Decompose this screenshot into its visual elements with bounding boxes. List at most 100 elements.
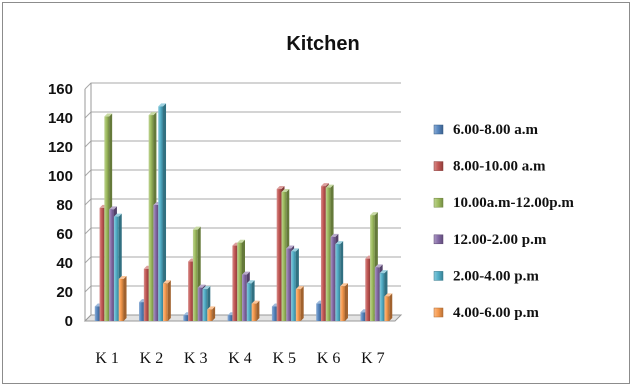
bar-front bbox=[295, 289, 301, 321]
x-tick-label: K 3 bbox=[184, 350, 208, 367]
bar-front bbox=[207, 309, 213, 321]
bar-top bbox=[242, 271, 250, 275]
bar-side bbox=[344, 283, 348, 321]
bar-top bbox=[286, 245, 295, 249]
bar-front bbox=[232, 245, 238, 321]
x-tick-label: K 2 bbox=[140, 350, 164, 367]
legend-swatch bbox=[433, 271, 444, 281]
bar-front bbox=[281, 191, 287, 321]
y-axis-ticks: 0 20 40 60 80 100 120 140 160 bbox=[48, 81, 73, 330]
bar-top bbox=[295, 286, 304, 290]
bar-top bbox=[384, 293, 393, 297]
y-tick-label: 60 bbox=[56, 226, 73, 243]
y-tick-label: 120 bbox=[48, 139, 73, 156]
gridline bbox=[84, 198, 401, 206]
gridline bbox=[84, 82, 401, 90]
bar bbox=[384, 293, 393, 321]
legend-entry: 6.00-8.00 a.m bbox=[433, 122, 538, 138]
bar-top bbox=[251, 300, 260, 304]
bar-front bbox=[286, 248, 292, 321]
bar-front bbox=[148, 115, 154, 321]
legend-entry: 12.00-2.00 p.m bbox=[433, 232, 547, 248]
bar-top bbox=[148, 112, 157, 116]
bar-top bbox=[163, 280, 171, 284]
bar-front bbox=[188, 261, 193, 321]
bar-top bbox=[207, 306, 216, 310]
y-tick-label: 20 bbox=[56, 284, 73, 301]
bar-front bbox=[360, 312, 366, 321]
bar-top bbox=[379, 270, 388, 274]
bar-front bbox=[183, 315, 189, 321]
bar-side bbox=[300, 286, 304, 321]
bar-front bbox=[104, 116, 110, 321]
x-tick-label: K 5 bbox=[273, 350, 297, 367]
legend-entry: 10.00a.m-12.00p.m bbox=[433, 195, 574, 211]
bar bbox=[118, 275, 127, 321]
bar-front bbox=[192, 229, 198, 321]
x-tick-label: K 4 bbox=[228, 350, 252, 367]
y-tick-label: 160 bbox=[48, 81, 73, 98]
bar-top bbox=[118, 275, 127, 279]
legend-label: 10.00a.m-12.00p.m bbox=[453, 195, 574, 211]
y-tick-label: 100 bbox=[48, 168, 73, 185]
bar-top bbox=[104, 113, 113, 117]
bar-top bbox=[158, 103, 167, 107]
bar-front bbox=[246, 283, 252, 321]
bar-top bbox=[281, 188, 290, 192]
bar-top bbox=[276, 186, 285, 190]
bar-front bbox=[291, 251, 296, 321]
bar-top bbox=[291, 248, 299, 252]
bar-side bbox=[212, 306, 216, 321]
legend: 6.00-8.00 a.m 8.00-10.00 a.m 10.00a.m-12.0… bbox=[433, 122, 574, 321]
legend-swatch bbox=[433, 234, 444, 245]
bar-front bbox=[158, 106, 164, 322]
bar-side bbox=[167, 280, 171, 321]
bar-front bbox=[227, 315, 233, 321]
bar bbox=[207, 306, 216, 321]
bar-top bbox=[320, 183, 329, 187]
bar-front bbox=[325, 187, 331, 321]
legend-swatch bbox=[433, 197, 444, 208]
x-tick-label: K 1 bbox=[95, 350, 119, 367]
bar-side bbox=[123, 275, 127, 321]
bar-front bbox=[316, 303, 321, 321]
bar bbox=[251, 300, 260, 321]
bar-top bbox=[335, 241, 344, 245]
gridline bbox=[84, 227, 401, 235]
bar-front bbox=[163, 283, 168, 321]
bar bbox=[163, 280, 171, 321]
legend-label: 2.00-4.00 p.m bbox=[453, 268, 539, 284]
y-tick-label: 140 bbox=[48, 110, 73, 127]
bar-front bbox=[94, 306, 100, 321]
legend-entry: 2.00-4.00 p.m bbox=[433, 268, 539, 284]
bar-front bbox=[384, 296, 390, 321]
legend-label: 4.00-6.00 p.m bbox=[453, 305, 539, 321]
bar-top bbox=[374, 264, 383, 268]
bar-top bbox=[246, 280, 255, 284]
bar-side bbox=[256, 300, 260, 321]
bar-front bbox=[197, 287, 203, 321]
bar-front bbox=[99, 207, 105, 321]
bar-front bbox=[370, 215, 375, 321]
bar-front bbox=[365, 258, 371, 321]
bar-front bbox=[242, 274, 247, 321]
bar-front bbox=[143, 268, 149, 321]
bar-front bbox=[379, 273, 385, 321]
bar-top bbox=[237, 239, 245, 243]
bar bbox=[295, 286, 304, 321]
bar-front bbox=[340, 286, 345, 321]
bar-front bbox=[320, 186, 326, 321]
y-tick-label: 80 bbox=[56, 197, 73, 214]
gridline bbox=[84, 111, 401, 119]
chart-title: Kitchen bbox=[286, 33, 359, 55]
bar-front bbox=[153, 205, 159, 321]
bar-top bbox=[109, 206, 117, 210]
y-tick-label: 40 bbox=[56, 255, 73, 272]
bar-front bbox=[202, 289, 208, 321]
bar-front bbox=[113, 216, 119, 321]
bar-side bbox=[163, 103, 167, 322]
bar-front bbox=[251, 303, 257, 321]
bar-front bbox=[237, 242, 242, 321]
